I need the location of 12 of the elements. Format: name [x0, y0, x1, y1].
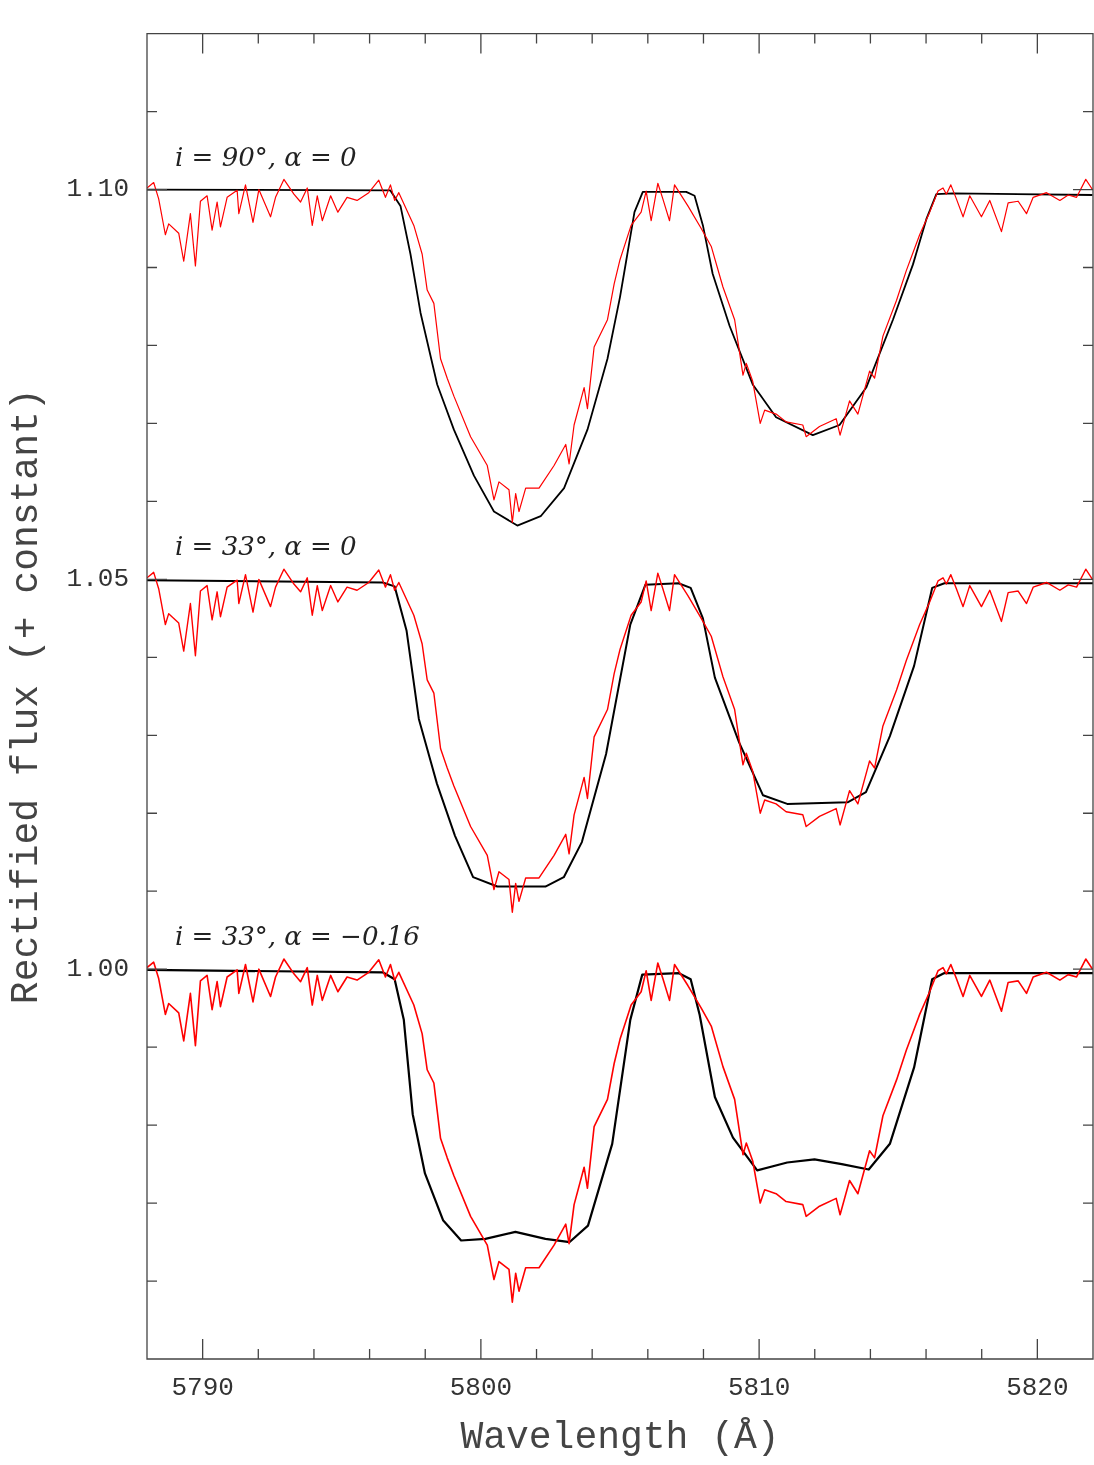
y-tick-label: 1.00 — [66, 954, 129, 985]
x-tick-label: 5820 — [1006, 1373, 1069, 1404]
y-axis-title: Rectified flux (+ constant) — [4, 388, 48, 1005]
annotation: i = 33°, α = 0 — [175, 531, 357, 562]
x-axis-title: Wavelength (Å) — [460, 1416, 780, 1460]
x-tick-label: 5810 — [727, 1373, 791, 1404]
x-tick-label: 5800 — [449, 1373, 513, 1404]
annotation: i = 33°, α = −0.16 — [175, 921, 420, 952]
annotation: i = 90°, α = 0 — [175, 141, 357, 172]
y-tick-label: 1.05 — [66, 564, 129, 595]
y-tick-label: 1.10 — [66, 174, 129, 205]
x-tick-label: 5790 — [171, 1373, 234, 1404]
